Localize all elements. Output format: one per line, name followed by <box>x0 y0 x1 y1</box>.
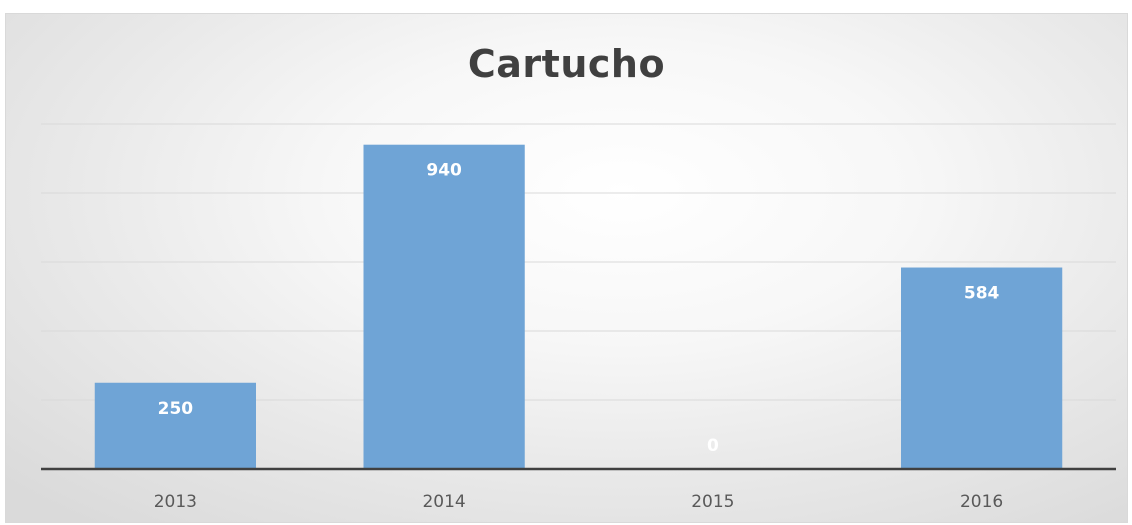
x-tick-label-2016: 2016 <box>960 492 1003 512</box>
chart-title: Cartucho <box>467 42 666 86</box>
x-tick-label-2015: 2015 <box>691 492 734 512</box>
data-label-2015: 0 <box>707 436 719 456</box>
data-label-2016: 584 <box>964 284 1000 304</box>
bar-2014 <box>363 144 525 469</box>
data-label-2014: 940 <box>426 161 462 181</box>
bar-2016 <box>901 267 1063 469</box>
bar-2013 <box>94 382 256 469</box>
x-tick-label-2013: 2013 <box>154 492 197 512</box>
plot-area: 250 2013 940 2014 0 2015 584 2016 <box>41 123 1116 512</box>
x-tick-label-2014: 2014 <box>422 492 465 512</box>
data-label-2013: 250 <box>158 399 194 419</box>
chart-area: Cartucho 250 2013 940 2014 0 2015 584 2016 <box>5 13 1128 523</box>
